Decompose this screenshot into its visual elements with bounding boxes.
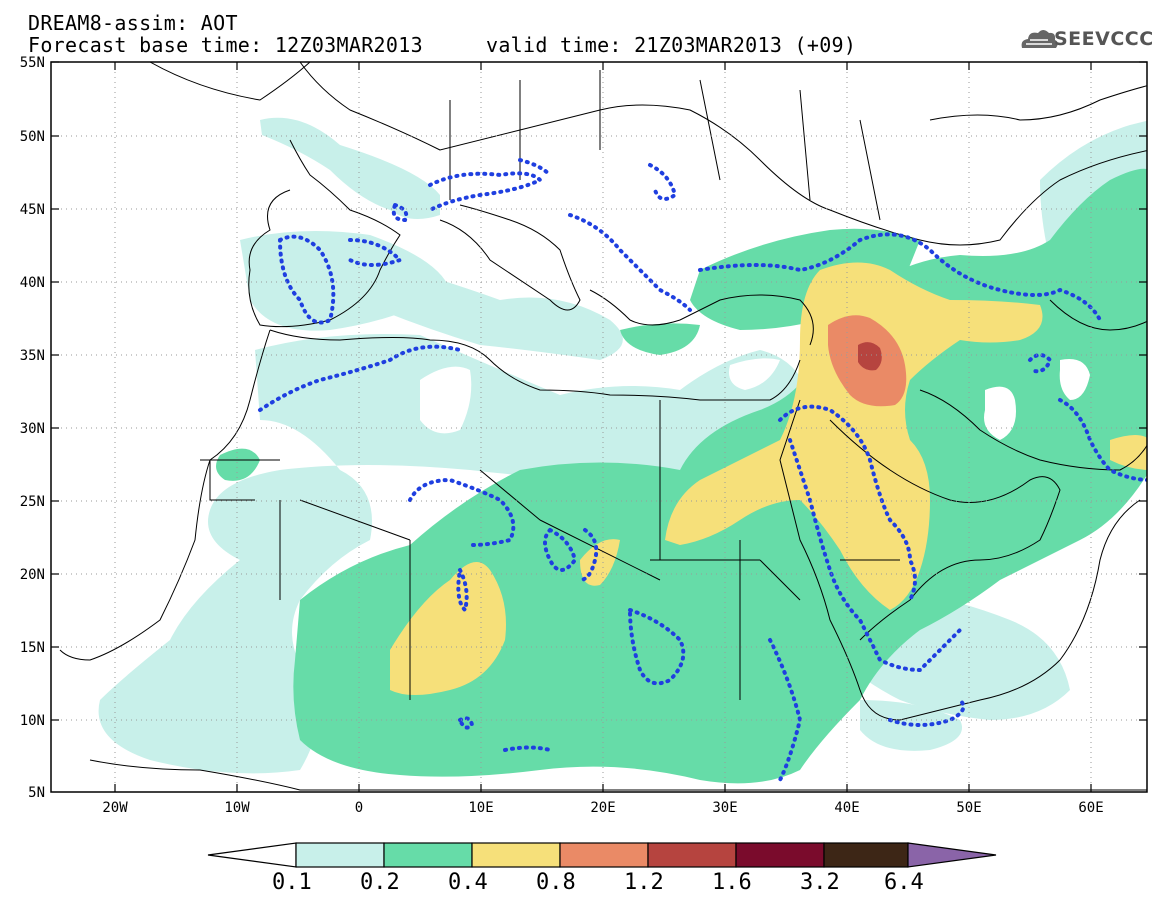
lon-label: 10W [224, 800, 250, 816]
lon-label: 20W [102, 800, 128, 816]
lon-label: 10E [468, 800, 493, 816]
colorbar-label: 0.1 [272, 870, 312, 895]
lat-label: 40N [20, 275, 45, 291]
lon-label: 50E [956, 800, 981, 816]
lat-label: 50N [20, 129, 45, 145]
cloud-icon [1021, 30, 1058, 48]
lon-label: 0 [355, 800, 363, 816]
lon-labels: 20W 10W 0 10E 20E 30E 40E 50E 60E [102, 800, 1103, 816]
colorbar-label: 0.2 [360, 870, 400, 895]
colorbar-label: 6.4 [884, 870, 924, 895]
axis-ticks [51, 61, 1147, 792]
aot-shading [98, 117, 1147, 784]
lat-label: 20N [20, 567, 45, 583]
colorbar-segment [383, 842, 473, 868]
lat-label: 10N [20, 713, 45, 729]
map-title: DREAM8-assim: AOT [28, 11, 238, 35]
colorbar-overflow-triangle [907, 842, 997, 868]
colorbar-segment [735, 842, 825, 868]
lat-label: 5N [28, 785, 45, 801]
lat-label: 25N [20, 494, 45, 510]
lon-label: 40E [834, 800, 859, 816]
graticule [51, 62, 1147, 792]
colorbar-label: 3.2 [800, 870, 840, 895]
lat-label: 15N [20, 640, 45, 656]
valid-time: valid time: 21Z03MAR2013 (+09) [486, 33, 857, 57]
colorbar-segment [471, 842, 561, 868]
colorbar-label: 0.4 [448, 870, 488, 895]
coastlines [59, 62, 1147, 791]
seevccc-logo: SEEVCCC [1054, 28, 1154, 50]
lat-labels: 55N 50N 45N 40N 35N 30N 25N 20N 15N 10N … [20, 55, 45, 801]
lat-label: 30N [20, 421, 45, 437]
colorbar-label: 1.6 [712, 870, 752, 895]
colorbar-segment [295, 842, 385, 868]
colorbar-label: 1.2 [624, 870, 664, 895]
plot-frame [50, 61, 1148, 793]
lat-label: 35N [20, 348, 45, 364]
colorbar [207, 842, 997, 868]
colorbar-segment [559, 842, 649, 868]
lon-label: 60E [1078, 800, 1103, 816]
lat-label: 45N [20, 202, 45, 218]
colorbar-segment [823, 842, 909, 868]
lon-label: 30E [712, 800, 737, 816]
lat-label: 55N [20, 55, 45, 71]
dust-contour [258, 158, 1147, 782]
lon-label: 20E [590, 800, 615, 816]
colorbar-underflow-triangle [207, 842, 297, 868]
colorbar-label: 0.8 [536, 870, 576, 895]
colorbar-segment [647, 842, 737, 868]
forecast-base-time: Forecast base time: 12Z03MAR2013 [28, 33, 423, 57]
